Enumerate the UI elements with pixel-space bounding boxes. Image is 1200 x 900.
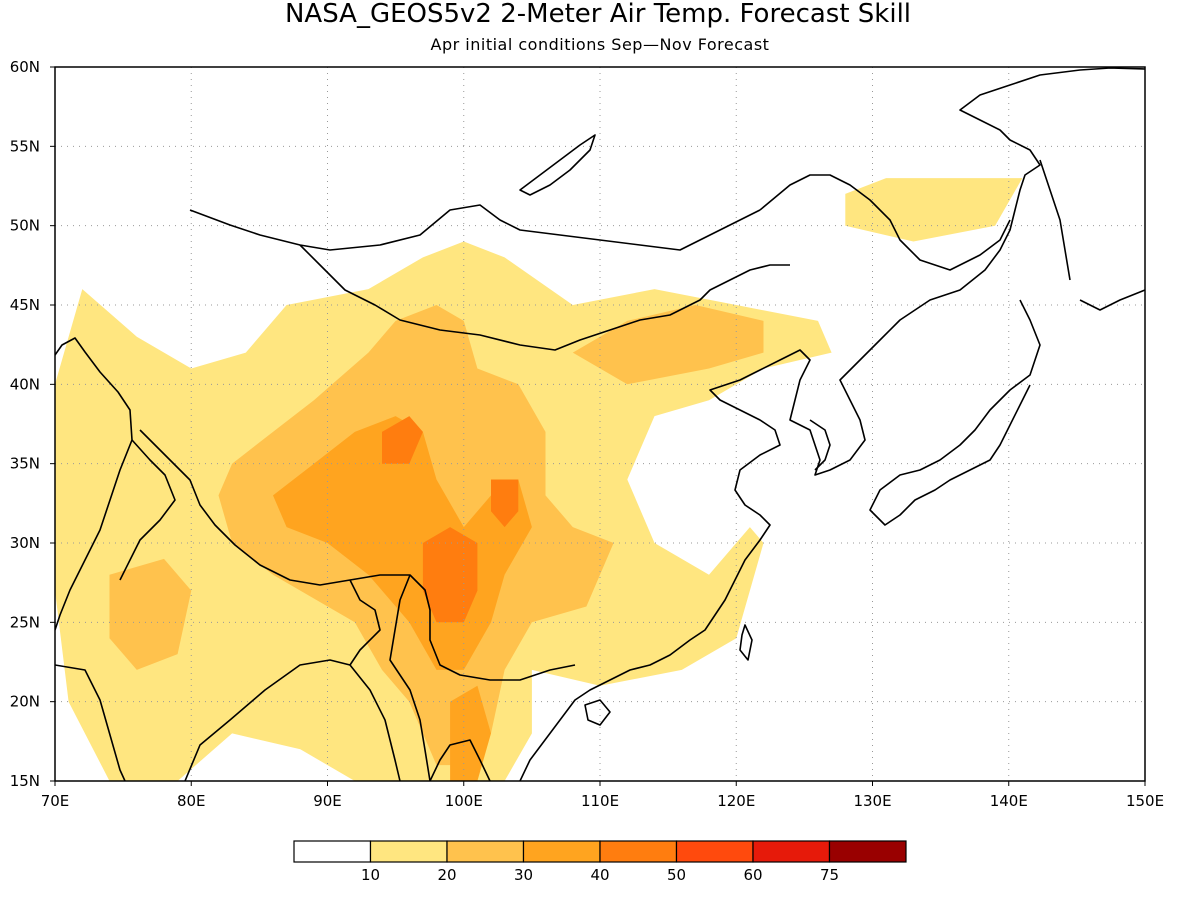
coastlines-and-borders [55,67,1145,781]
colorbar-swatch [675,840,754,863]
lon-tick-label: 120E [717,792,755,810]
lon-tick-label: 150E [1126,792,1164,810]
lat-tick-label: 50N [10,217,40,235]
colorbar-label: 75 [820,866,839,884]
india-east-coastline [184,659,351,781]
colorbar-swatch [599,840,678,863]
colorbar-swatch [369,840,448,863]
southeast-asia-coastline [349,67,1145,781]
lat-tick-label: 60N [10,58,40,76]
colorbar-label: 60 [743,866,762,884]
colorbar-swatch [293,840,372,863]
lon-tick-label: 140E [990,792,1028,810]
skill-region-level-2 [109,558,192,670]
hainan-coastline [584,699,611,726]
lat-tick-label: 40N [10,375,40,393]
india-coastline [55,664,126,781]
skill-region-level-2 [572,305,764,385]
colorbar-label: 50 [667,866,686,884]
lat-tick-label: 45N [10,296,40,314]
colorbar-swatch [752,840,831,863]
china-mongolia-border [299,244,790,351]
lat-tick-label: 30N [10,534,40,552]
axis-labels: 70E 80E 90E 100E 110E 120E 130E 140E 150E 15N 20N 2… [10,58,1164,810]
china-northeast-border [759,174,1011,271]
skill-region-level-3 [450,685,491,781]
india-border [119,439,381,666]
lon-tick-label: 80E [177,792,206,810]
lon-tick-label: 90E [313,792,342,810]
lat-tick-label: 55N [10,137,40,155]
colorbar-label: 20 [437,866,456,884]
sakhalin-coastline [1039,159,1071,281]
korea-coastline [809,419,831,471]
tibet-himalaya-border [139,429,576,681]
lat-tick-label: 35N [10,455,40,473]
myanmar-border [389,574,431,781]
skill-region-level-4 [422,527,478,623]
skill-region-level-4 [491,479,519,528]
lon-tick-label: 100E [445,792,483,810]
mongolia-border [189,204,761,251]
lat-tick-label: 20N [10,693,40,711]
lat-tick-label: 15N [10,772,40,790]
skill-shading-layer [55,178,1023,781]
lon-tick-label: 130E [853,792,891,810]
colorbar-label: 30 [514,866,533,884]
colorbar-swatch [522,840,601,863]
lon-tick-label: 110E [581,792,619,810]
graticule-grid [55,67,1145,781]
lat-tick-label: 25N [10,613,40,631]
colorbar-legend: 10 20 30 40 50 60 75 [293,840,907,884]
colorbar-swatch [828,840,907,863]
japan-coastline [869,299,1041,526]
colorbar-label: 10 [361,866,380,884]
kamchatka-coastline [1079,289,1145,311]
lon-tick-label: 70E [41,792,70,810]
taiwan-coastline [739,624,753,661]
chart-title: NASA_GEOS5v2 2-Meter Air Temp. Forecast … [285,0,911,29]
colorbar-swatch [446,840,525,863]
lake-baikal [519,134,596,196]
skill-region-level-4 [382,416,423,464]
colorbar-label: 40 [590,866,609,884]
chart-subtitle: Apr initial conditions Sep—Nov Forecast [431,35,770,54]
skill-region-level-1 [845,178,1023,242]
